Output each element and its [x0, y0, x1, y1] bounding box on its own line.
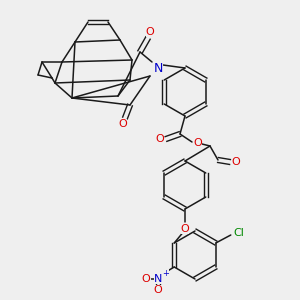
Text: N: N: [154, 274, 162, 284]
Text: O: O: [118, 119, 127, 129]
Text: O: O: [146, 27, 154, 37]
Text: +: +: [162, 268, 169, 278]
Text: O: O: [154, 285, 163, 295]
Text: N: N: [153, 61, 163, 74]
Text: Cl: Cl: [233, 228, 244, 238]
Text: O: O: [194, 138, 202, 148]
Text: O: O: [142, 274, 151, 284]
Text: O: O: [232, 157, 240, 167]
Text: O: O: [156, 134, 164, 144]
Text: O: O: [181, 224, 189, 234]
